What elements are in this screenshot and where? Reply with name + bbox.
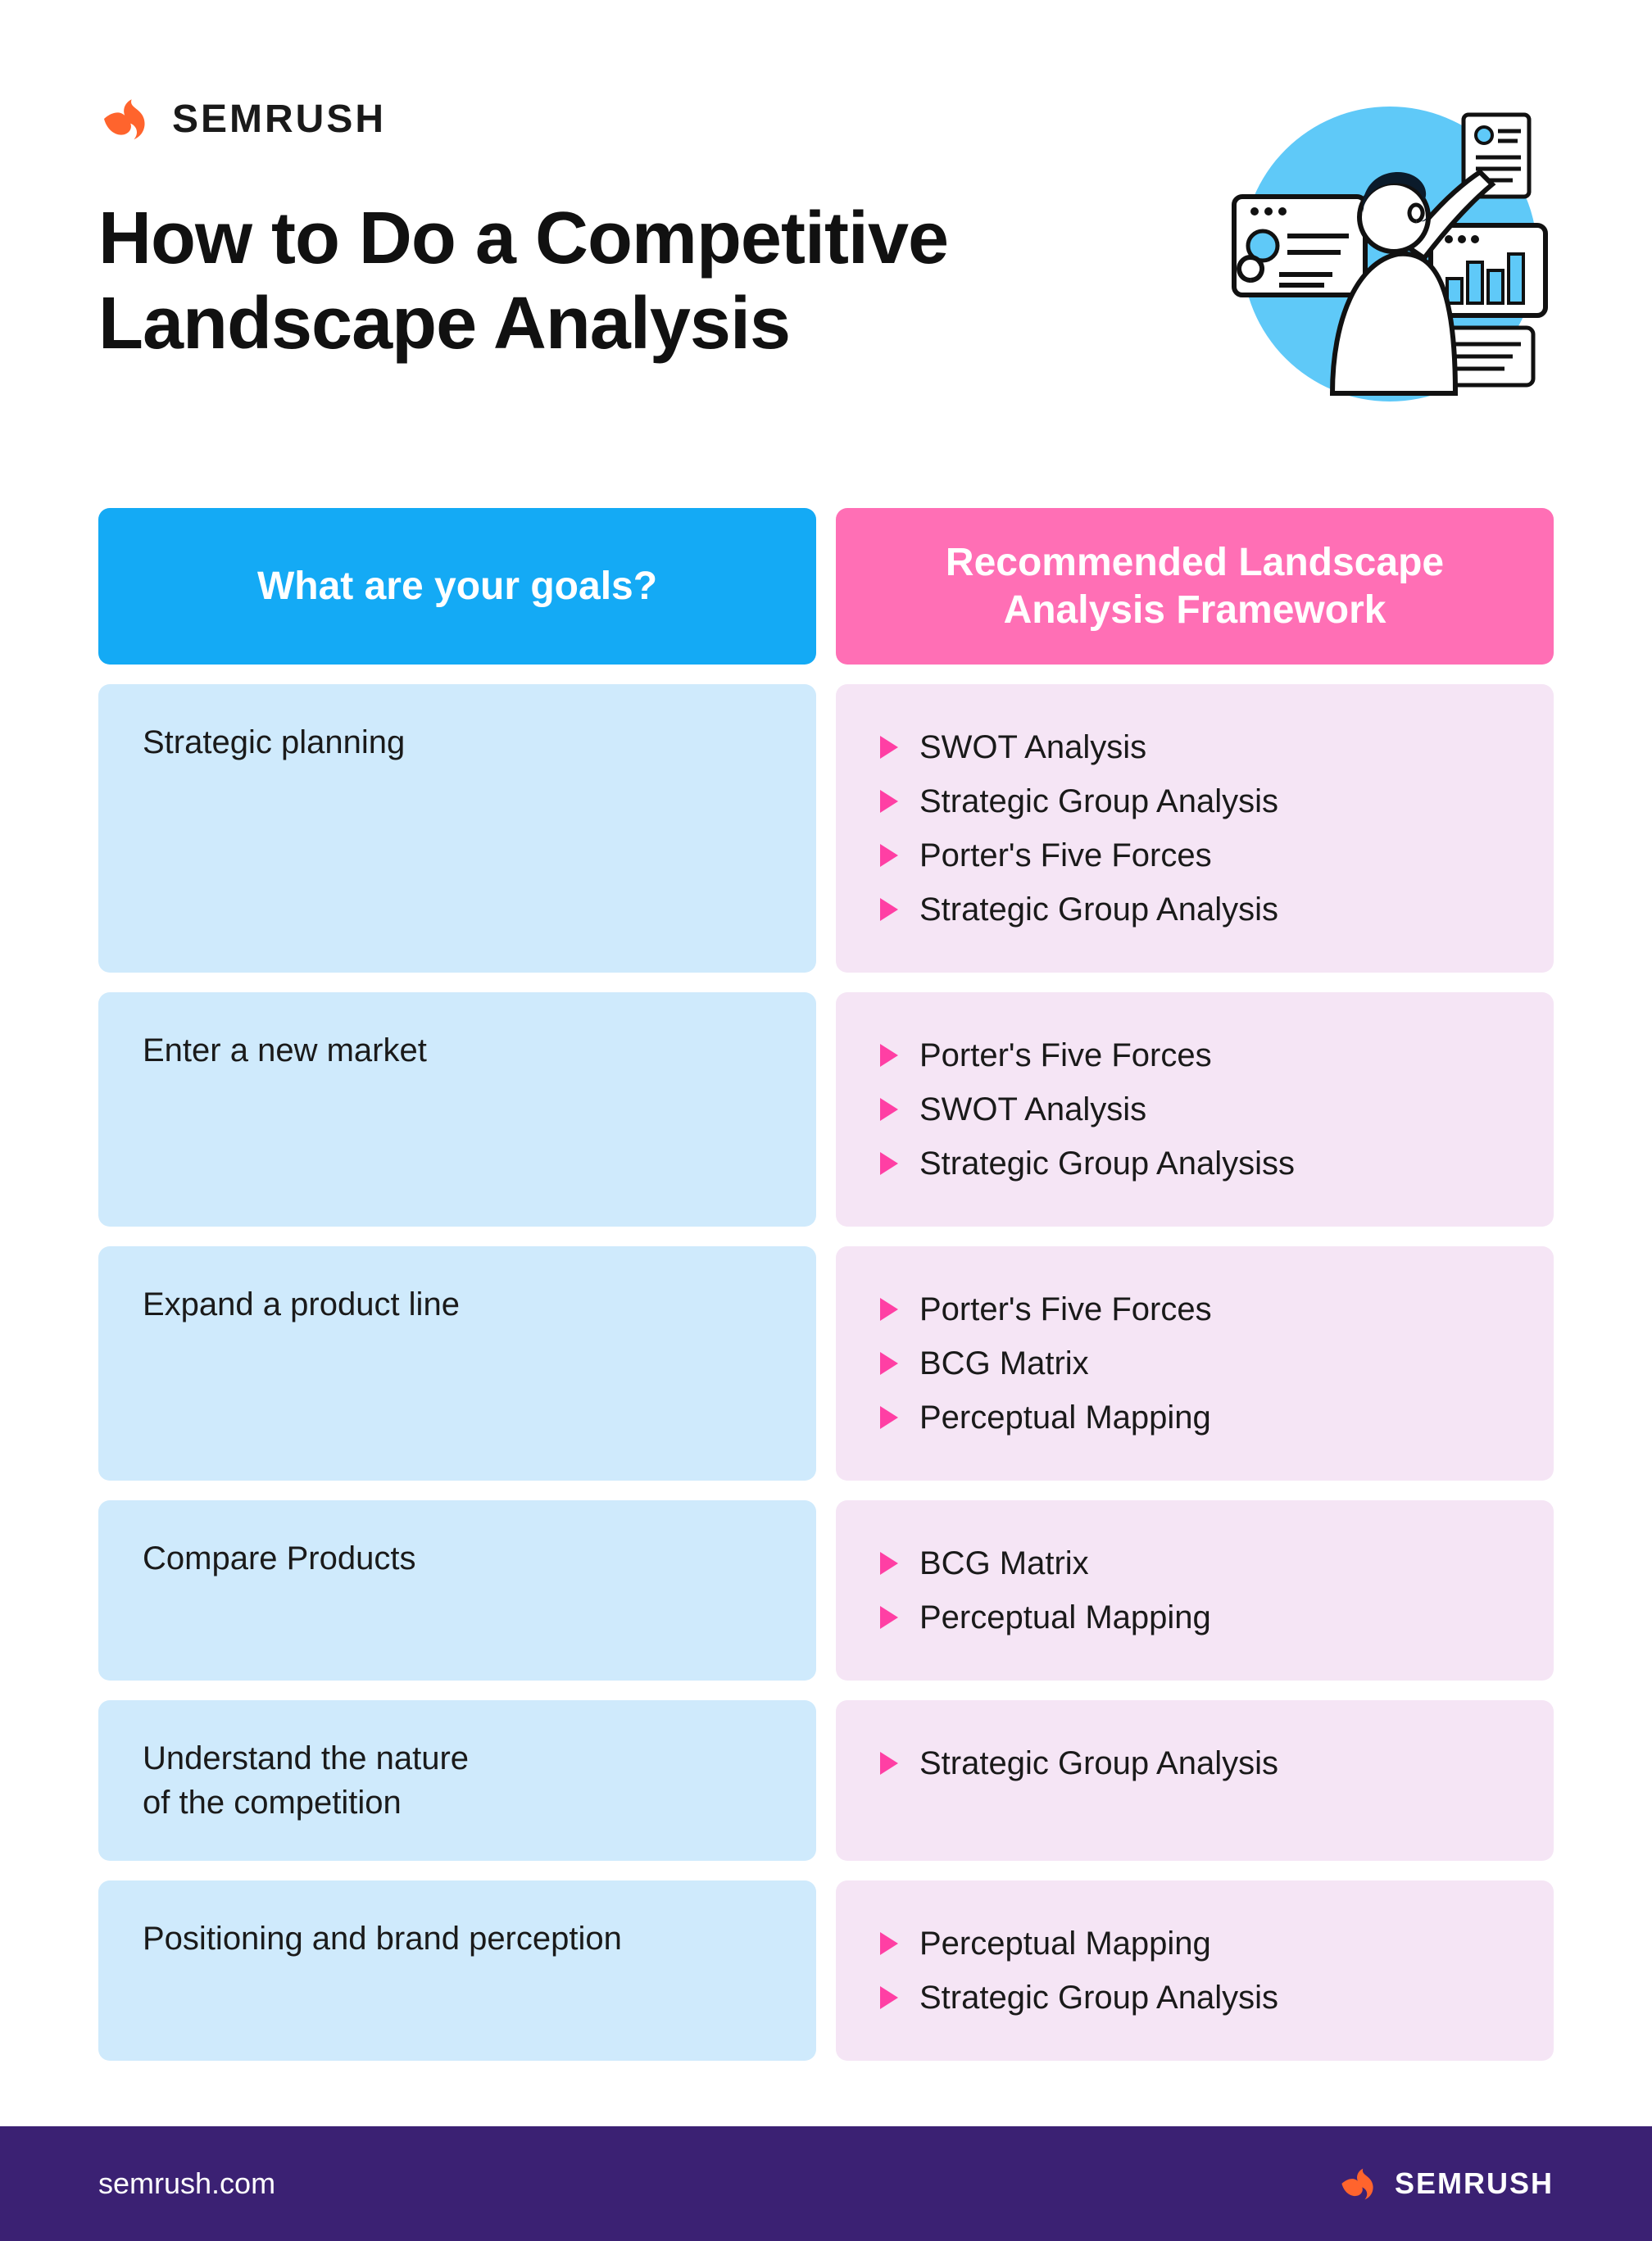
framework-label: Porter's Five Forces (919, 833, 1212, 878)
framework-item: Porter's Five Forces (880, 1282, 1509, 1336)
goal-cell: Compare Products (98, 1500, 816, 1681)
framework-item: BCG Matrix (880, 1536, 1509, 1590)
page: SEMRUSH How to Do a Competitive Landscap… (0, 0, 1652, 2241)
goal-cell: Enter a new market (98, 992, 816, 1227)
triangle-bullet-icon (880, 1044, 898, 1067)
framework-item: Strategic Group Analysis (880, 774, 1509, 828)
framework-label: Strategic Group Analysis (919, 779, 1278, 823)
framework-item: SWOT Analysis (880, 1082, 1509, 1136)
triangle-bullet-icon (880, 898, 898, 921)
framework-label: BCG Matrix (919, 1541, 1089, 1585)
framework-cell: SWOT Analysis Strategic Group Analysis Por… (836, 684, 1554, 973)
goal-cell: Understand the natureof the competition (98, 1700, 816, 1861)
framework-item: Strategic Group Analysis (880, 1736, 1509, 1790)
framework-label: Strategic Group Analysis (919, 1741, 1278, 1785)
comparison-table: What are your goals? Recommended Landsca… (98, 508, 1554, 2061)
flame-icon (1337, 2162, 1382, 2206)
triangle-bullet-icon (880, 844, 898, 867)
triangle-bullet-icon (880, 1932, 898, 1955)
triangle-bullet-icon (880, 1298, 898, 1321)
framework-label: Perceptual Mapping (919, 1595, 1211, 1640)
triangle-bullet-icon (880, 1752, 898, 1775)
triangle-bullet-icon (880, 1352, 898, 1375)
framework-item: SWOT Analysis (880, 720, 1509, 774)
framework-cell: Porter's Five Forces BCG Matrix Perceptual… (836, 1246, 1554, 1481)
framework-item: Porter's Five Forces (880, 1028, 1509, 1082)
framework-item: Perceptual Mapping (880, 1590, 1509, 1644)
framework-item: Perceptual Mapping (880, 1390, 1509, 1445)
framework-label: Perceptual Mapping (919, 1921, 1211, 1966)
framework-item: Strategic Group Analysis (880, 882, 1509, 937)
goal-cell: Positioning and brand perception (98, 1880, 816, 2061)
framework-cell: Strategic Group Analysis (836, 1700, 1554, 1861)
flame-icon (98, 90, 156, 147)
framework-label: Strategic Group Analysis (919, 887, 1278, 932)
framework-label: SWOT Analysis (919, 1087, 1146, 1132)
framework-item: Strategic Group Analysiss (880, 1136, 1509, 1191)
triangle-bullet-icon (880, 1098, 898, 1121)
triangle-bullet-icon (880, 1406, 898, 1429)
content-area: SEMRUSH How to Do a Competitive Landscap… (0, 0, 1652, 2126)
page-title: How to Do a Competitive Landscape Analys… (98, 197, 1177, 366)
framework-label: BCG Matrix (919, 1341, 1089, 1386)
triangle-bullet-icon (880, 1986, 898, 2009)
hero-illustration (1210, 90, 1554, 434)
footer-brand-name: SEMRUSH (1395, 2166, 1554, 2201)
framework-label: Porter's Five Forces (919, 1287, 1212, 1331)
goal-cell: Strategic planning (98, 684, 816, 973)
brand-name: SEMRUSH (172, 97, 386, 142)
footer: semrush.com SEMRUSH (0, 2126, 1652, 2241)
framework-label: Perceptual Mapping (919, 1395, 1211, 1440)
goal-cell: Expand a product line (98, 1246, 816, 1481)
column-header-goals-label: What are your goals? (257, 563, 657, 610)
column-header-goals: What are your goals? (98, 508, 816, 665)
column-header-frameworks-label: Recommended Landscape Analysis Framework (869, 539, 1521, 633)
framework-cell: Porter's Five Forces SWOT Analysis Strateg… (836, 992, 1554, 1227)
column-header-frameworks: Recommended Landscape Analysis Framework (836, 508, 1554, 665)
framework-item: BCG Matrix (880, 1336, 1509, 1390)
framework-label: Porter's Five Forces (919, 1033, 1212, 1077)
framework-label: Strategic Group Analysiss (919, 1141, 1295, 1186)
footer-url: semrush.com (98, 2166, 275, 2201)
triangle-bullet-icon (880, 736, 898, 759)
triangle-bullet-icon (880, 1152, 898, 1175)
header-row: SEMRUSH How to Do a Competitive Landscap… (98, 90, 1554, 434)
framework-label: Strategic Group Analysis (919, 1976, 1278, 2020)
framework-label: SWOT Analysis (919, 725, 1146, 769)
framework-item: Strategic Group Analysis (880, 1971, 1509, 2025)
framework-cell: Perceptual Mapping Strategic Group Analys… (836, 1880, 1554, 2061)
triangle-bullet-icon (880, 790, 898, 813)
triangle-bullet-icon (880, 1606, 898, 1629)
triangle-bullet-icon (880, 1552, 898, 1575)
brand-logo: SEMRUSH (98, 90, 1177, 147)
header-left: SEMRUSH How to Do a Competitive Landscap… (98, 90, 1177, 366)
framework-cell: BCG Matrix Perceptual Mapping (836, 1500, 1554, 1681)
footer-logo: SEMRUSH (1337, 2162, 1554, 2206)
framework-item: Porter's Five Forces (880, 828, 1509, 882)
framework-item: Perceptual Mapping (880, 1917, 1509, 1971)
